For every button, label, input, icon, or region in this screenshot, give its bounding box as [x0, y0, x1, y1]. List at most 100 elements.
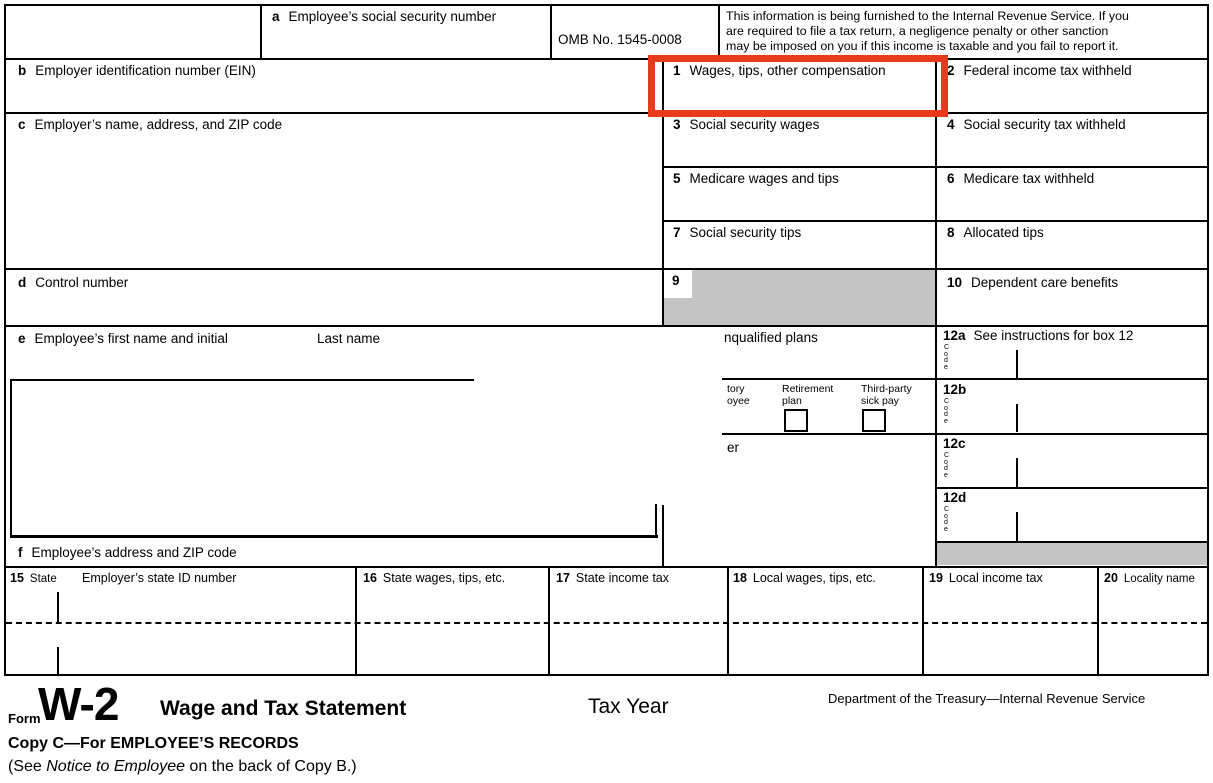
- box-12c-label: 12c: [943, 437, 975, 451]
- box-17-label: 17 State income tax: [556, 572, 669, 585]
- form-border-bottom: [4, 674, 1209, 676]
- box-b-number: b: [18, 63, 27, 78]
- copy-c-label: Copy C—For EMPLOYEE’S RECORDS: [8, 735, 299, 752]
- box-d-text: Control number: [35, 275, 129, 290]
- box-17-text: State income tax: [575, 571, 670, 585]
- box-12d-label: 12d: [943, 491, 975, 505]
- box-13-retirement-label: Retirement plan: [782, 383, 834, 407]
- box-4-text: Social security tax withheld: [963, 117, 1126, 132]
- divider: [922, 566, 924, 676]
- divider: [4, 58, 1209, 60]
- box9-label-area: [664, 270, 692, 298]
- box-1-highlight: [648, 55, 948, 117]
- box-a-label: a Employee’s social security number: [272, 10, 496, 24]
- divider: [1097, 566, 1099, 676]
- overlay-box-border-left: [10, 379, 12, 538]
- box-1-label: 1 Wages, tips, other compensation: [673, 64, 886, 78]
- box-19-text: Local income tax: [948, 571, 1043, 585]
- box-6-label: 6 Medicare tax withheld: [947, 172, 1094, 186]
- box-16-number: 16: [363, 571, 377, 585]
- box-a-number: a: [272, 9, 280, 24]
- box-e-label: e Employee’s first name and initial: [18, 332, 228, 346]
- code-label: C o d e: [944, 452, 950, 479]
- box-8-text: Allocated tips: [963, 225, 1044, 240]
- box-12a-text: See instructions for box 12: [973, 328, 1134, 343]
- box-20-number: 20: [1104, 571, 1118, 585]
- box-8-label: 8 Allocated tips: [947, 226, 1044, 240]
- form-border-right: [1207, 4, 1209, 676]
- box-7-number: 7: [673, 225, 681, 240]
- box-10-number: 10: [947, 275, 963, 290]
- box-18-text: Local wages, tips, etc.: [752, 571, 876, 585]
- box-d-label: d Control number: [18, 276, 128, 290]
- box-3-label: 3 Social security wages: [673, 118, 819, 132]
- box-15-number: 15: [10, 571, 24, 585]
- box-10-text: Dependent care benefits: [971, 275, 1119, 290]
- box-16-label: 16 State wages, tips, etc.: [363, 572, 505, 585]
- form-number-title: W-2: [38, 678, 119, 730]
- box9-shaded-area: [664, 270, 935, 325]
- divider: [4, 268, 1209, 270]
- box-9-label: 9: [672, 274, 689, 288]
- box-c-number: c: [18, 117, 26, 132]
- divider: [260, 4, 262, 58]
- divider: [355, 566, 357, 676]
- form-border-top: [4, 4, 1209, 6]
- box-12b-label: 12b: [943, 383, 975, 397]
- see-notice-prefix: (See: [8, 758, 47, 775]
- box-15-label: 15 State: [10, 572, 57, 586]
- box-8-number: 8: [947, 225, 955, 240]
- box-14-label-fragment: er: [727, 440, 740, 455]
- irs-notice-line: may be imposed on you if this income is …: [726, 39, 1119, 54]
- box-4-number: 4: [947, 117, 955, 132]
- divider: [548, 566, 550, 676]
- box-17-number: 17: [556, 571, 570, 585]
- state-entry-tick: [57, 647, 59, 674]
- box-6-text: Medicare tax withheld: [963, 171, 1095, 186]
- box-4-label: 4 Social security tax withheld: [947, 118, 1126, 132]
- box-c-label: c Employer’s name, address, and ZIP code: [18, 118, 282, 132]
- department-label: Department of the Treasury—Internal Reve…: [828, 691, 1146, 706]
- box-e-number: e: [18, 331, 26, 346]
- see-notice-line: (See Notice to Employee on the back of C…: [8, 758, 357, 776]
- box-7-text: Social security tips: [689, 225, 802, 240]
- see-notice-suffix: on the back of Copy B.): [184, 758, 357, 775]
- box-19-number: 19: [929, 571, 943, 585]
- retirement-plan-checkbox[interactable]: [784, 409, 808, 432]
- box-18-label: 18 Local wages, tips, etc.: [733, 572, 876, 585]
- box-13-thirdparty-label: Third-party sick pay: [861, 383, 912, 407]
- box-20-label: 20 Locality name: [1104, 572, 1195, 586]
- tax-year-label: Tax Year: [588, 695, 669, 718]
- box-5-label: 5 Medicare wages and tips: [673, 172, 839, 186]
- form-word: Form: [8, 711, 41, 726]
- box-3-number: 3: [673, 117, 681, 132]
- omb-number: OMB No. 1545-0008: [558, 32, 682, 47]
- code-amount-tick: [1016, 458, 1018, 487]
- form-title: Wage and Tax Statement: [160, 697, 407, 720]
- thirdparty-sickpay-checkbox[interactable]: [862, 409, 886, 432]
- state-entry-tick: [57, 592, 59, 622]
- box-b-label: b Employer identification number (EIN): [18, 64, 256, 78]
- divider: [662, 505, 664, 566]
- box-5-text: Medicare wages and tips: [689, 171, 839, 186]
- code-amount-tick: [1016, 350, 1018, 378]
- box-12b-number: 12b: [943, 382, 967, 397]
- last-name-label: Last name: [317, 331, 381, 346]
- box-2-number: 2: [947, 63, 955, 78]
- overlay-box-border-top: [10, 379, 474, 381]
- box-f-text: Employee’s address and ZIP code: [31, 545, 237, 560]
- irs-notice: This information is being furnished to t…: [726, 9, 1129, 55]
- box-f-label: f Employee’s address and ZIP code: [18, 546, 237, 560]
- divider: [718, 4, 720, 58]
- box-12d-number: 12d: [943, 490, 967, 505]
- code-label: C o d e: [944, 398, 950, 425]
- box-6-number: 6: [947, 171, 955, 186]
- see-notice-italic: Notice to Employee: [46, 758, 185, 775]
- box-e-text: Employee’s first name and initial: [34, 331, 228, 346]
- box-a-text: Employee’s social security number: [288, 9, 497, 24]
- box-2-label: 2 Federal income tax withheld: [947, 64, 1132, 78]
- box-f-number: f: [18, 545, 23, 560]
- divider: [4, 325, 1209, 327]
- box-15-text: State: [29, 573, 57, 585]
- box-12c-number: 12c: [943, 436, 966, 451]
